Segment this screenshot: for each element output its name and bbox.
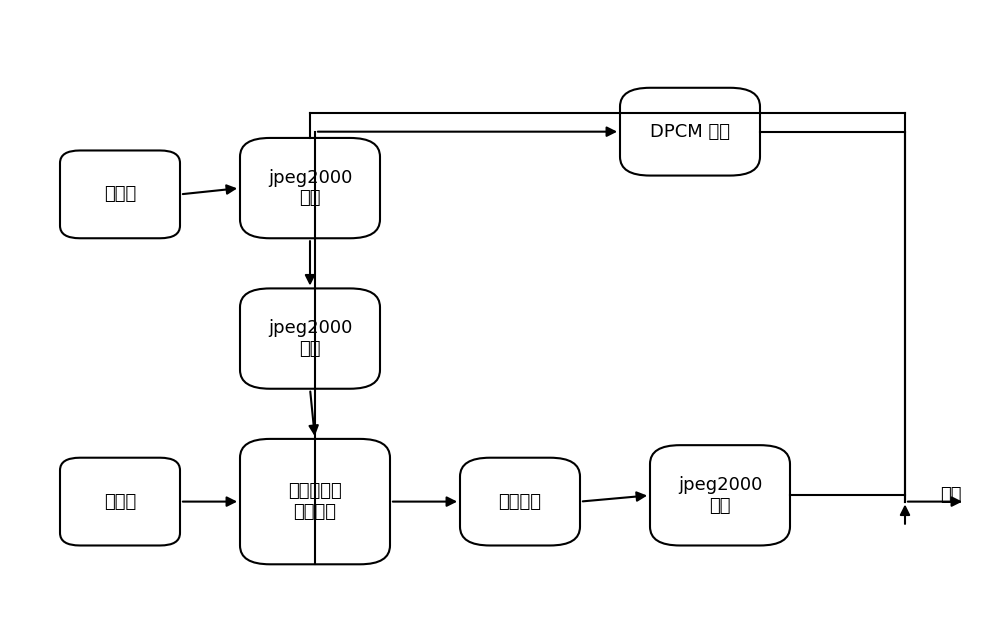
Text: jpeg2000
解码: jpeg2000 解码 xyxy=(268,319,352,358)
Text: 运动估计和
运动补偿: 运动估计和 运动补偿 xyxy=(288,482,342,521)
FancyBboxPatch shape xyxy=(240,439,390,564)
Text: 右图像: 右图像 xyxy=(104,493,136,510)
Text: 码流: 码流 xyxy=(940,487,962,504)
Text: jpeg2000
编码: jpeg2000 编码 xyxy=(678,476,762,515)
FancyBboxPatch shape xyxy=(240,288,380,389)
FancyBboxPatch shape xyxy=(620,88,760,176)
Text: DPCM 编码: DPCM 编码 xyxy=(650,123,730,140)
Text: 残差图像: 残差图像 xyxy=(498,493,542,510)
Text: jpeg2000
编码: jpeg2000 编码 xyxy=(268,169,352,208)
FancyBboxPatch shape xyxy=(240,138,380,238)
FancyBboxPatch shape xyxy=(60,150,180,238)
FancyBboxPatch shape xyxy=(460,458,580,545)
Text: 左图像: 左图像 xyxy=(104,186,136,203)
FancyBboxPatch shape xyxy=(60,458,180,545)
FancyBboxPatch shape xyxy=(650,445,790,545)
